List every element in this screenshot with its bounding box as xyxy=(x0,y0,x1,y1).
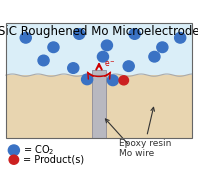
Text: Mo wire: Mo wire xyxy=(105,119,154,158)
Circle shape xyxy=(107,75,118,86)
Circle shape xyxy=(9,155,19,164)
Bar xyxy=(6,75,192,138)
Circle shape xyxy=(119,76,129,85)
Circle shape xyxy=(38,55,49,66)
Bar xyxy=(92,74,107,138)
Circle shape xyxy=(20,33,31,43)
Circle shape xyxy=(97,51,109,62)
Circle shape xyxy=(123,61,134,71)
Circle shape xyxy=(149,51,160,62)
Circle shape xyxy=(68,63,79,73)
Text: Epoxy resin: Epoxy resin xyxy=(119,107,171,148)
Circle shape xyxy=(101,40,112,51)
Circle shape xyxy=(157,42,168,53)
Circle shape xyxy=(8,145,19,156)
Text: e$^-$: e$^-$ xyxy=(104,60,116,69)
Circle shape xyxy=(175,33,186,43)
Text: = Product(s): = Product(s) xyxy=(23,155,84,165)
Text: SiC Roughened Mo Microelectrode: SiC Roughened Mo Microelectrode xyxy=(0,25,198,38)
Circle shape xyxy=(48,42,59,53)
Circle shape xyxy=(82,74,93,85)
Bar xyxy=(6,23,192,138)
Circle shape xyxy=(129,29,140,39)
Text: = CO$_2$: = CO$_2$ xyxy=(23,143,54,157)
Circle shape xyxy=(74,29,85,39)
Bar xyxy=(92,70,107,75)
Bar xyxy=(6,23,192,75)
